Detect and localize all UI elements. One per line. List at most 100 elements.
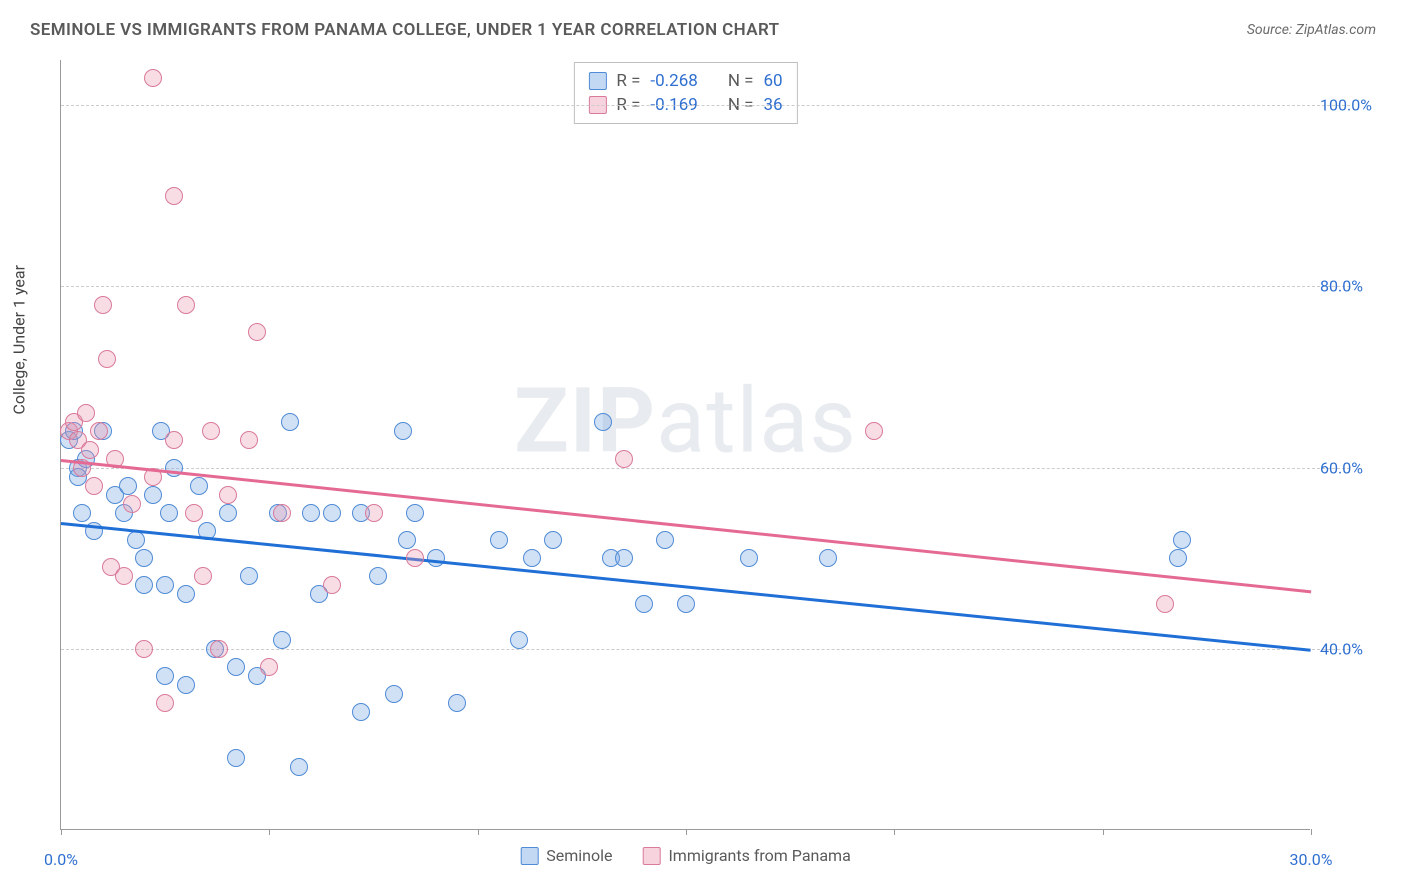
xtick: [894, 829, 895, 835]
series-legend: Seminole Immigrants from Panama: [520, 846, 851, 865]
data-point: [127, 531, 145, 549]
ytick-label: 40.0%: [1320, 639, 1400, 658]
data-point: [510, 631, 528, 649]
scatter-plot: College, Under 1 year ZIPatlas R =-0.268…: [60, 60, 1310, 830]
data-point: [1173, 531, 1191, 549]
xtick: [1103, 829, 1104, 835]
xtick: [61, 829, 62, 835]
xtick: [478, 829, 479, 835]
ytick-label: 100.0%: [1320, 96, 1400, 115]
swatch-icon: [520, 847, 538, 865]
data-point: [219, 486, 237, 504]
data-point: [352, 703, 370, 721]
data-point: [281, 413, 299, 431]
data-point: [135, 576, 153, 594]
data-point: [398, 531, 416, 549]
data-point: [190, 477, 208, 495]
data-point: [219, 504, 237, 522]
data-point: [740, 549, 758, 567]
data-point: [227, 658, 245, 676]
data-point: [819, 549, 837, 567]
data-point: [165, 431, 183, 449]
data-point: [177, 585, 195, 603]
stats-legend: R =-0.268N =60R =-0.169N =36: [573, 62, 797, 124]
data-point: [90, 422, 108, 440]
data-point: [135, 640, 153, 658]
stats-row: R =-0.268N =60: [588, 69, 782, 93]
data-point: [260, 658, 278, 676]
y-axis-label: College, Under 1 year: [10, 264, 29, 414]
data-point: [73, 504, 91, 522]
data-point: [115, 567, 133, 585]
data-point: [523, 549, 541, 567]
gridline: [61, 286, 1350, 287]
data-point: [635, 595, 653, 613]
data-point: [144, 486, 162, 504]
data-point: [427, 549, 445, 567]
data-point: [94, 296, 112, 314]
data-point: [394, 422, 412, 440]
data-point: [1156, 595, 1174, 613]
data-point: [323, 576, 341, 594]
data-point: [156, 667, 174, 685]
data-point: [240, 567, 258, 585]
data-point: [98, 350, 116, 368]
data-point: [490, 531, 508, 549]
data-point: [369, 567, 387, 585]
data-point: [273, 504, 291, 522]
data-point: [323, 504, 341, 522]
data-point: [290, 758, 308, 776]
ytick-label: 80.0%: [1320, 277, 1400, 296]
data-point: [177, 676, 195, 694]
data-point: [210, 640, 228, 658]
data-point: [302, 504, 320, 522]
data-point: [165, 187, 183, 205]
xtick: [1311, 829, 1312, 835]
data-point: [202, 422, 220, 440]
data-point: [865, 422, 883, 440]
ytick-label: 60.0%: [1320, 458, 1400, 477]
data-point: [240, 431, 258, 449]
watermark: ZIPatlas: [514, 369, 857, 474]
data-point: [85, 477, 103, 495]
data-point: [119, 477, 137, 495]
data-point: [81, 441, 99, 459]
data-point: [544, 531, 562, 549]
data-point: [615, 450, 633, 468]
gridline: [61, 649, 1350, 650]
data-point: [144, 69, 162, 87]
data-point: [1169, 549, 1187, 567]
data-point: [365, 504, 383, 522]
trend-line: [61, 522, 1311, 651]
chart-title: SEMINOLE VS IMMIGRANTS FROM PANAMA COLLE…: [30, 20, 780, 40]
xtick-label: 0.0%: [44, 850, 78, 869]
gridline: [61, 468, 1350, 469]
gridline: [61, 105, 1350, 106]
data-point: [194, 567, 212, 585]
swatch-icon: [588, 72, 606, 90]
data-point: [177, 296, 195, 314]
data-point: [594, 413, 612, 431]
data-point: [406, 504, 424, 522]
data-point: [448, 694, 466, 712]
data-point: [156, 694, 174, 712]
data-point: [156, 576, 174, 594]
data-point: [160, 504, 178, 522]
data-point: [185, 504, 203, 522]
xtick: [269, 829, 270, 835]
data-point: [248, 323, 266, 341]
data-point: [615, 549, 633, 567]
xtick: [686, 829, 687, 835]
source-label: Source: ZipAtlas.com: [1247, 22, 1376, 38]
xtick-label: 30.0%: [1290, 850, 1333, 869]
data-point: [406, 549, 424, 567]
data-point: [123, 495, 141, 513]
data-point: [227, 749, 245, 767]
data-point: [385, 685, 403, 703]
data-point: [677, 595, 695, 613]
swatch-icon: [642, 847, 660, 865]
data-point: [656, 531, 674, 549]
data-point: [273, 631, 291, 649]
data-point: [77, 404, 95, 422]
legend-item-panama: Immigrants from Panama: [642, 846, 850, 865]
